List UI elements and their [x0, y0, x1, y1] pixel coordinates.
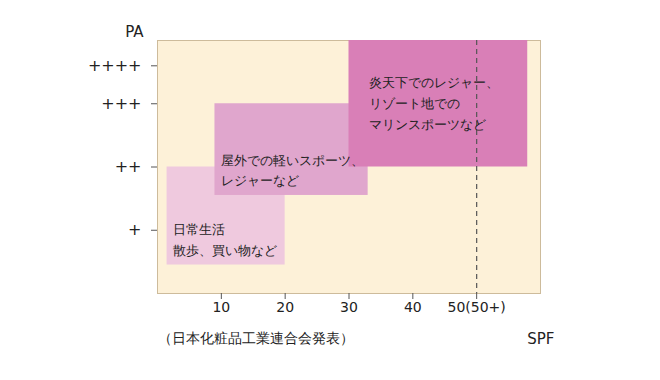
svg-text:++++: ++++ [88, 56, 142, 75]
svg-text:炎天下でのレジャー、リゾート地でのマリンスポーツなど: 炎天下でのレジャー、リゾート地でのマリンスポーツなど [369, 75, 499, 132]
svg-text:+++: +++ [101, 94, 141, 113]
svg-text:50(50+): 50(50+) [448, 299, 506, 315]
html-text:（日本化粧品工業連合会発表）: （日本化粧品工業連合会発表） [158, 330, 354, 346]
svg-text:屋外での軽いスポーツ、レジャーなど: 屋外での軽いスポーツ、レジャーなど [221, 153, 364, 189]
svg-text:日常生活散歩、買い物など: 日常生活散歩、買い物など [173, 222, 277, 258]
svg-text:+: + [128, 220, 141, 239]
svg-text:30: 30 [340, 299, 358, 315]
svg-text:10: 10 [212, 299, 230, 315]
svg-text:PA: PA [125, 23, 144, 41]
svg-text:20: 20 [276, 299, 294, 315]
svg-text:SPF: SPF [527, 330, 554, 348]
svg-text:40: 40 [404, 299, 422, 315]
svg-text:++: ++ [115, 157, 142, 176]
